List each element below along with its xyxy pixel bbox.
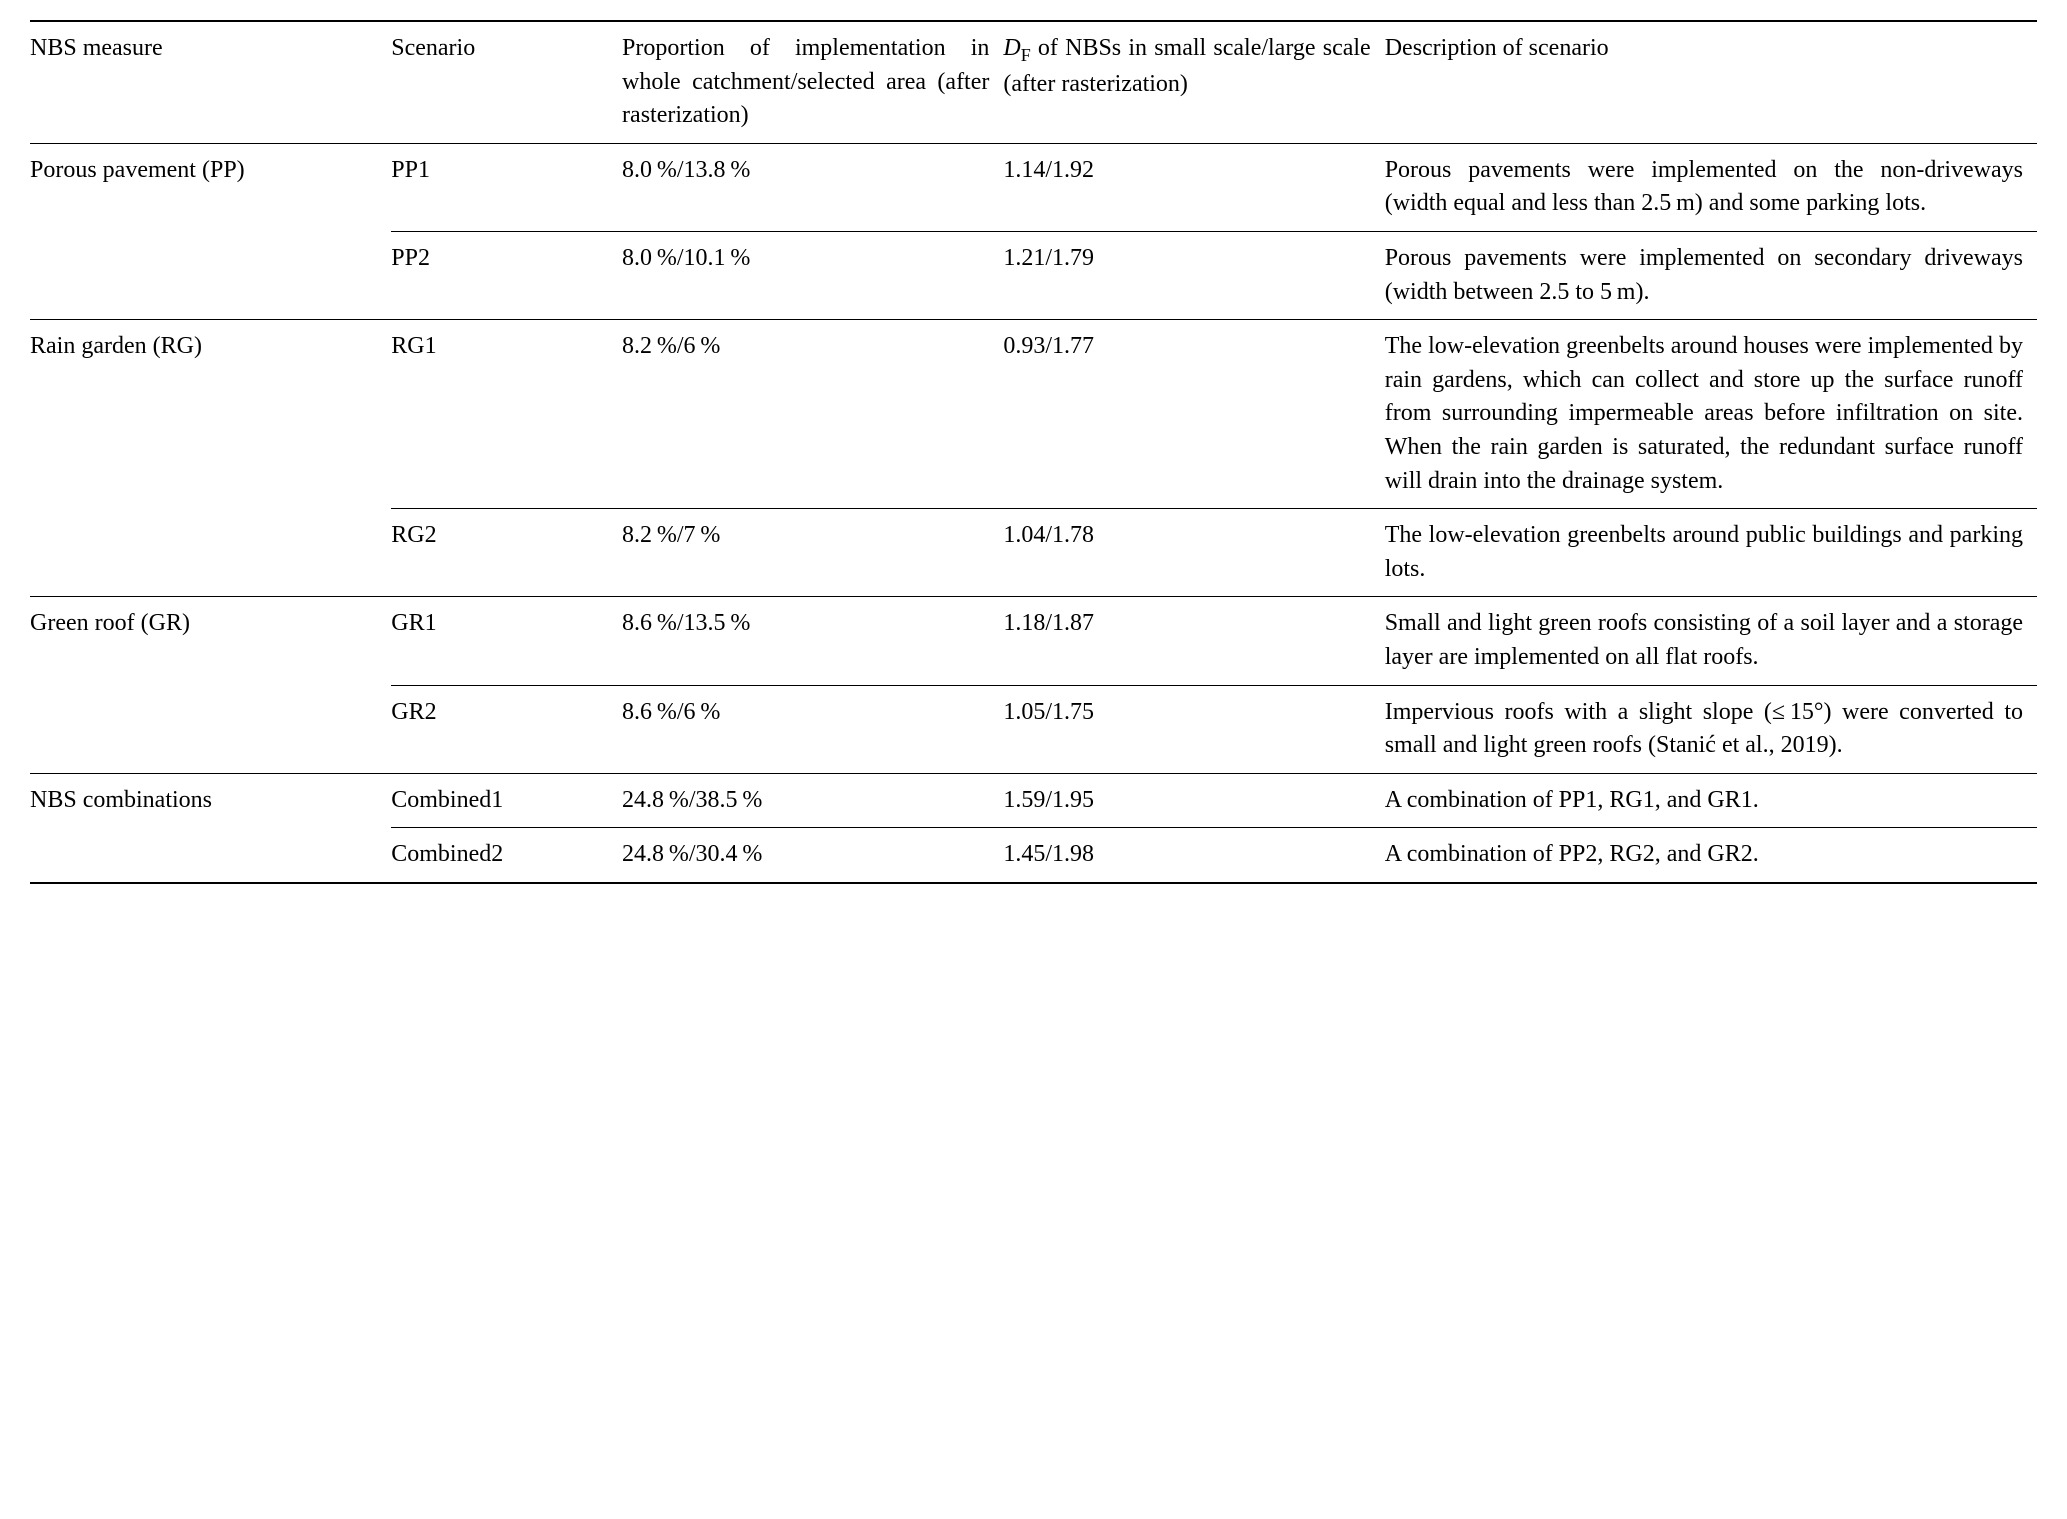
cell-df: 1.59/1.95: [1003, 773, 1384, 828]
table-row: Porous pavement (PP) PP1 8.0 %/13.8 % 1.…: [30, 143, 2037, 231]
cell-measure: NBS combinations: [30, 773, 391, 883]
cell-scenario: GR1: [391, 597, 622, 685]
cell-proportion: 24.8 %/30.4 %: [622, 828, 1003, 883]
cell-description: Porous pavements were implemented on sec…: [1385, 231, 2037, 319]
cell-df: 1.05/1.75: [1003, 685, 1384, 773]
header-description: Description of scenario: [1385, 21, 2037, 143]
cell-proportion: 8.6 %/6 %: [622, 685, 1003, 773]
cell-measure: Green roof (GR): [30, 597, 391, 773]
cell-measure: Rain garden (RG): [30, 320, 391, 597]
header-df: DF of NBSs in small scale/large scale (a…: [1003, 21, 1384, 143]
nbs-table: NBS measure Scenario Proportion of im­pl…: [30, 20, 2037, 884]
cell-scenario: GR2: [391, 685, 622, 773]
cell-df: 1.04/1.78: [1003, 509, 1384, 597]
cell-description: Impervious roofs with a slight slope (≤ …: [1385, 685, 2037, 773]
cell-description: Small and light green roofs consisting o…: [1385, 597, 2037, 685]
cell-proportion: 8.2 %/7 %: [622, 509, 1003, 597]
table-row: Green roof (GR) GR1 8.6 %/13.5 % 1.18/1.…: [30, 597, 2037, 685]
cell-description: A combination of PP1, RG1, and GR1.: [1385, 773, 2037, 828]
cell-df: 1.21/1.79: [1003, 231, 1384, 319]
cell-df: 1.18/1.87: [1003, 597, 1384, 685]
header-proportion: Proportion of im­plementation in whole c…: [622, 21, 1003, 143]
table-row: NBS combinations Combined1 24.8 %/38.5 %…: [30, 773, 2037, 828]
cell-df: 1.14/1.92: [1003, 143, 1384, 231]
cell-measure: Porous pavement (PP): [30, 143, 391, 319]
header-row: NBS measure Scenario Proportion of im­pl…: [30, 21, 2037, 143]
cell-df: 0.93/1.77: [1003, 320, 1384, 509]
cell-description: Porous pavements were implemented on the…: [1385, 143, 2037, 231]
cell-scenario: PP2: [391, 231, 622, 319]
cell-df: 1.45/1.98: [1003, 828, 1384, 883]
cell-scenario: Combined1: [391, 773, 622, 828]
cell-description: The low-elevation greenbelts around publ…: [1385, 509, 2037, 597]
header-scenario: Scenario: [391, 21, 622, 143]
cell-description: A combination of PP2, RG2, and GR2.: [1385, 828, 2037, 883]
header-measure: NBS measure: [30, 21, 391, 143]
cell-proportion: 8.0 %/10.1 %: [622, 231, 1003, 319]
cell-scenario: PP1: [391, 143, 622, 231]
cell-scenario: Combined2: [391, 828, 622, 883]
cell-proportion: 8.6 %/13.5 %: [622, 597, 1003, 685]
cell-proportion: 8.2 %/6 %: [622, 320, 1003, 509]
cell-proportion: 24.8 %/38.5 %: [622, 773, 1003, 828]
table-row: Rain garden (RG) RG1 8.2 %/6 % 0.93/1.77…: [30, 320, 2037, 509]
cell-proportion: 8.0 %/13.8 %: [622, 143, 1003, 231]
cell-scenario: RG2: [391, 509, 622, 597]
cell-description: The low-elevation greenbelts around hous…: [1385, 320, 2037, 509]
cell-scenario: RG1: [391, 320, 622, 509]
